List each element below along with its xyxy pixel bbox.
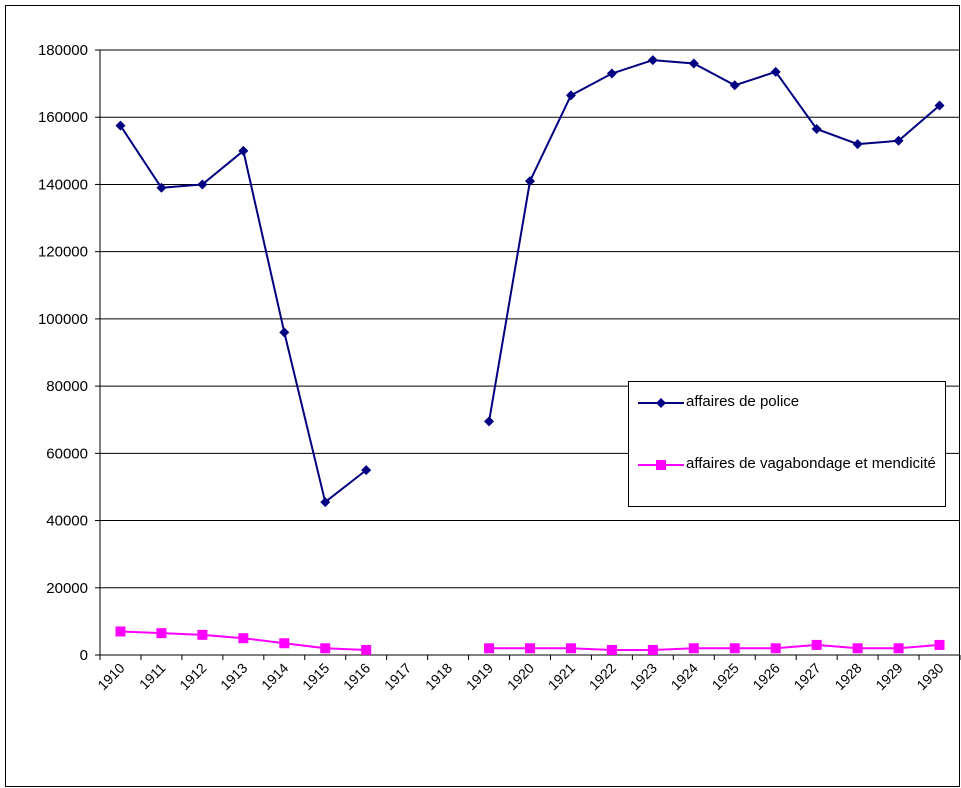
- marker: [656, 460, 666, 470]
- marker: [361, 465, 372, 476]
- marker: [606, 644, 617, 655]
- marker: [525, 643, 535, 654]
- marker: [525, 176, 535, 187]
- marker: [811, 639, 822, 650]
- marker: [647, 55, 658, 66]
- marker: [156, 182, 167, 193]
- y-tick-label: 40000: [46, 513, 88, 530]
- marker: [279, 327, 290, 338]
- y-tick-label: 180000: [38, 42, 88, 59]
- marker: [770, 643, 781, 654]
- legend-label-box: affaires de vagabondage et mendicité: [686, 455, 936, 472]
- legend-label: affaires de police: [686, 393, 800, 410]
- marker: [238, 633, 249, 644]
- y-tick-label: 20000: [46, 580, 88, 597]
- y-tick-label: 80000: [46, 378, 88, 395]
- marker: [279, 638, 290, 649]
- marker: [565, 643, 576, 654]
- marker: [197, 629, 208, 640]
- marker: [893, 643, 904, 654]
- marker: [934, 639, 945, 650]
- marker: [361, 644, 372, 655]
- marker: [115, 626, 126, 637]
- marker: [811, 123, 822, 134]
- y-tick-label: 140000: [38, 176, 88, 193]
- marker: [320, 497, 331, 508]
- marker: [852, 643, 863, 654]
- y-tick-label: 0: [80, 647, 88, 664]
- marker: [852, 139, 863, 150]
- marker: [729, 643, 740, 654]
- marker: [647, 644, 658, 655]
- marker: [320, 643, 331, 654]
- y-tick-label: 160000: [38, 109, 88, 126]
- y-tick-label: 60000: [46, 445, 88, 462]
- marker: [688, 58, 699, 69]
- legend-label: affaires de vagabondage et mendicité: [686, 455, 936, 472]
- marker: [484, 416, 495, 427]
- marker: [688, 643, 699, 654]
- marker: [606, 68, 617, 79]
- marker: [770, 66, 781, 77]
- marker: [156, 628, 167, 639]
- marker: [238, 145, 249, 156]
- marker: [565, 90, 576, 101]
- marker: [197, 179, 208, 190]
- marker: [934, 100, 945, 111]
- marker: [656, 398, 666, 408]
- y-tick-label: 120000: [38, 244, 88, 261]
- y-tick-label: 100000: [38, 311, 88, 328]
- marker: [893, 135, 904, 146]
- marker: [115, 120, 126, 131]
- legend-label-box: affaires de police: [686, 393, 800, 410]
- marker: [729, 80, 740, 91]
- marker: [484, 643, 495, 654]
